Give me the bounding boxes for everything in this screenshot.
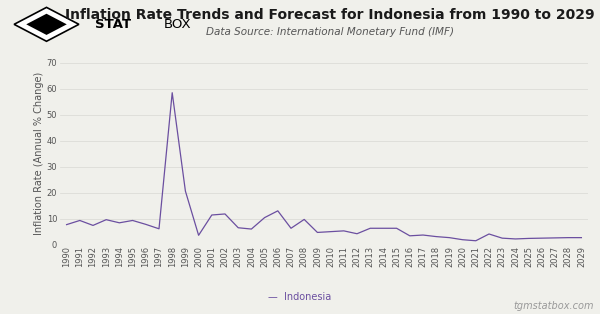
Y-axis label: Inflation Rate (Annual % Change): Inflation Rate (Annual % Change) bbox=[34, 72, 44, 236]
Text: tgmstatbox.com: tgmstatbox.com bbox=[514, 301, 594, 311]
Text: Inflation Rate Trends and Forecast for Indonesia from 1990 to 2029: Inflation Rate Trends and Forecast for I… bbox=[65, 8, 595, 22]
Text: —  Indonesia: — Indonesia bbox=[268, 292, 332, 302]
Text: BOX: BOX bbox=[164, 18, 191, 31]
Text: STAT: STAT bbox=[95, 18, 131, 31]
Text: Data Source: International Monetary Fund (IMF): Data Source: International Monetary Fund… bbox=[206, 27, 454, 37]
Polygon shape bbox=[26, 14, 67, 35]
Polygon shape bbox=[14, 7, 79, 41]
